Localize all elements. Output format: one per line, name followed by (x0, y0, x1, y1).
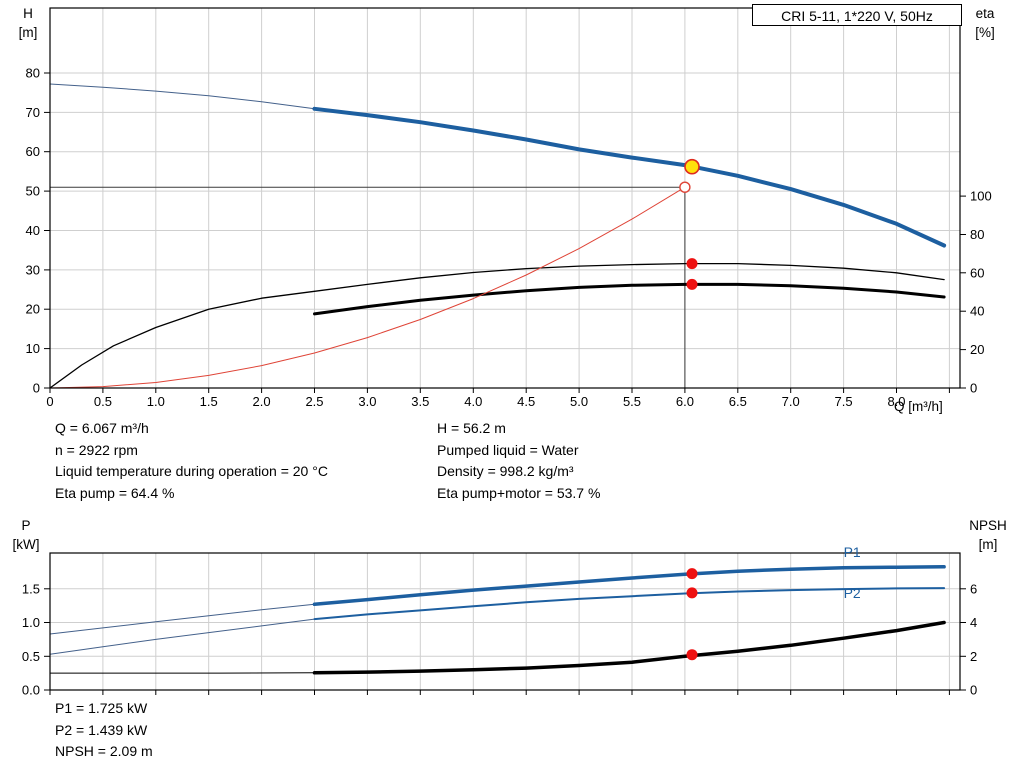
y-right-tick-label: 0 (970, 683, 977, 698)
q-axis-label: Q [m³/h] (894, 399, 943, 414)
y-left-tick-label: 60 (26, 144, 40, 159)
system-curve (49, 186, 686, 389)
y-right-tick-label: 60 (970, 265, 984, 280)
duty-info-left-column: Q = 6.067 m³/h n = 2922 rpm Liquid tempe… (55, 418, 328, 504)
operating-point-dot (686, 568, 698, 580)
p-axis-label: P [kW] (4, 516, 48, 554)
x-tick-label: 7.0 (782, 394, 800, 409)
y-left-tick-label: 30 (26, 262, 40, 277)
p1-curve (312, 565, 946, 607)
y-right-tick-label: 6 (970, 581, 977, 596)
x-tick-label: 3.0 (358, 394, 376, 409)
h-axis-label-symbol: H (23, 6, 33, 21)
eta-axis-label-symbol: eta (975, 6, 995, 21)
y-left-tick-label: 1.0 (22, 615, 40, 630)
y-right-tick-label: 2 (970, 649, 977, 664)
info-line-temperature: Liquid temperature during operation = 20… (55, 463, 328, 479)
operating-point-dot (686, 258, 698, 270)
info-line-density: Density = 998.2 kg/m³ (437, 463, 574, 479)
info-line-eta-pump-motor: Eta pump+motor = 53.7 % (437, 484, 601, 501)
npsh-axis-label-unit: [m] (978, 537, 998, 552)
x-tick-label: 6.5 (729, 394, 747, 409)
npsh-axis-label: NPSH [m] (960, 516, 1016, 554)
npsh-axis-label-symbol: NPSH (969, 518, 1007, 533)
operating-point-dot (686, 278, 698, 290)
qh-eta-chart: 0 0.5 1.0 1.5 2.0 2.5 3.0 3.5 4.0 4.5 5.0 5.5 6.0 6.5… (26, 7, 992, 409)
pump-title-box: CRI 5-11, 1*220 V, 50Hz (752, 4, 962, 26)
x-tick-label: 5.0 (570, 394, 588, 409)
y-left-tick-label: 0.5 (22, 649, 40, 664)
y-left-tick-label: 10 (26, 341, 40, 356)
y-left-tick-label: 1.5 (22, 581, 40, 596)
y-left-tick-label: 0.0 (22, 683, 40, 698)
info-line-q: Q = 6.067 m³/h (55, 420, 149, 436)
plot-frame (49, 7, 961, 389)
x-tick-label: 1.5 (200, 394, 218, 409)
operating-point-dot (686, 649, 698, 661)
x-tick-label: 4.5 (517, 394, 535, 409)
operating-point-dot (686, 587, 698, 599)
npsh-curve (312, 620, 946, 675)
p2-curve-extension (49, 618, 315, 655)
curve-label-p1: P1 (844, 544, 861, 560)
p-axis-label-symbol: P (21, 518, 31, 533)
info-line-speed: n = 2922 rpm (55, 441, 138, 458)
y-left-tick-label: 20 (26, 302, 40, 317)
p-axis-label-unit: [kW] (12, 537, 40, 552)
y-left-tick-label: 50 (26, 184, 40, 199)
x-tick-label: 8.0 (887, 394, 905, 409)
y-right-tick-label: 20 (970, 342, 984, 357)
p2-curve (313, 587, 946, 621)
power-npsh-chart: 0.0 0.5 1.0 1.5 0 2 4 6 P1 P2 (22, 544, 977, 698)
pump-curve-extension (49, 83, 315, 110)
p1-curve-extension (49, 603, 315, 635)
x-tick-label: 0 (46, 394, 53, 409)
eta-axis-label: eta [%] (962, 4, 1008, 42)
x-tick-label: 2.0 (253, 394, 271, 409)
x-tick-label: 7.5 (835, 394, 853, 409)
y-left-tick-label: 40 (26, 223, 40, 238)
x-tick-label: 1.0 (147, 394, 165, 409)
info-line-liquid: Pumped liquid = Water (437, 441, 579, 458)
h-axis-label: H [m] (8, 4, 48, 42)
duty-point-marker (684, 158, 700, 175)
plot-frame (49, 552, 961, 691)
x-tick-label: 2.5 (305, 394, 323, 409)
h-axis-label-unit: [m] (18, 25, 38, 40)
y-right-tick-label: 0 (970, 381, 977, 396)
y-right-tick-label: 40 (970, 304, 984, 319)
pump-curve (312, 106, 947, 248)
y-right-tick-label: 80 (970, 227, 984, 242)
y-left-tick-label: 70 (26, 105, 40, 120)
eta-pump-motor-curve (313, 282, 946, 316)
results-column: P1 = 1.725 kW P2 = 1.439 kW NPSH = 2.09 … (55, 698, 153, 763)
y-left-tick-label: 0 (33, 381, 40, 396)
duty-info-right-column: H = 56.2 m Pumped liquid = Water Density… (437, 418, 600, 504)
result-line-p1: P1 = 1.725 kW (55, 700, 148, 716)
x-tick-label: 0.5 (94, 394, 112, 409)
eta-pump-curve (49, 262, 945, 389)
x-tick-label: 6.0 (676, 394, 694, 409)
x-tick-label: 3.5 (411, 394, 429, 409)
result-line-npsh: NPSH = 2.09 m (55, 743, 153, 759)
x-tick-label: 4.0 (464, 394, 482, 409)
y-right-tick-label: 4 (970, 615, 977, 630)
y-left-tick-label: 80 (26, 66, 40, 81)
curve-label-p2: P2 (844, 585, 861, 601)
x-tick-label: 5.5 (623, 394, 641, 409)
eta-axis-label-unit: [%] (975, 25, 995, 40)
requested-duty-point-marker (679, 181, 691, 193)
y-right-tick-label: 100 (970, 189, 992, 204)
info-line-eta-pump: Eta pump = 64.4 % (55, 484, 175, 501)
result-line-p2: P2 = 1.439 kW (55, 721, 148, 738)
info-line-h: H = 56.2 m (437, 420, 506, 436)
